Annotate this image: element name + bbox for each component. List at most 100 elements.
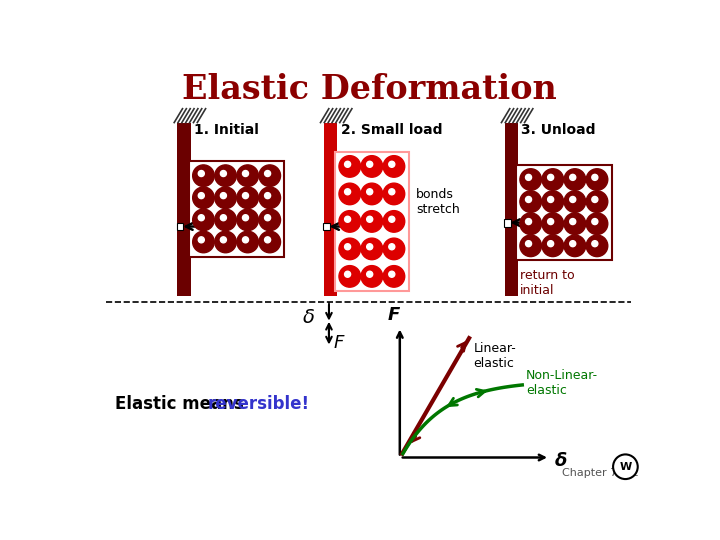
- Text: 2. Small load: 2. Small load: [341, 123, 442, 137]
- Circle shape: [526, 219, 531, 225]
- Circle shape: [592, 241, 598, 247]
- Circle shape: [361, 183, 382, 205]
- Circle shape: [259, 165, 281, 186]
- Circle shape: [592, 219, 598, 225]
- Circle shape: [542, 213, 564, 234]
- Bar: [323, 123, 338, 296]
- Circle shape: [586, 168, 608, 190]
- Text: Non-Linear-
elastic: Non-Linear- elastic: [526, 369, 598, 397]
- Circle shape: [383, 211, 405, 232]
- Circle shape: [564, 191, 585, 212]
- Bar: [505, 123, 518, 296]
- Circle shape: [383, 156, 405, 177]
- Bar: [504, 219, 510, 226]
- Circle shape: [548, 241, 554, 247]
- Circle shape: [193, 187, 215, 208]
- Circle shape: [215, 231, 236, 253]
- Text: Elastic Deformation: Elastic Deformation: [181, 73, 557, 106]
- Circle shape: [548, 219, 554, 225]
- Circle shape: [215, 187, 236, 208]
- Circle shape: [366, 161, 373, 167]
- Circle shape: [570, 219, 576, 225]
- Circle shape: [215, 165, 236, 186]
- Circle shape: [220, 237, 226, 243]
- Bar: [335, 152, 408, 291]
- Bar: [323, 222, 330, 231]
- Circle shape: [345, 189, 351, 195]
- Circle shape: [389, 189, 395, 195]
- Circle shape: [542, 235, 564, 256]
- Circle shape: [339, 156, 361, 177]
- Text: δ: δ: [554, 451, 567, 470]
- Circle shape: [345, 271, 351, 277]
- Circle shape: [366, 244, 373, 250]
- Circle shape: [613, 455, 638, 479]
- Circle shape: [592, 197, 598, 202]
- Circle shape: [259, 209, 281, 231]
- Text: F: F: [333, 334, 344, 352]
- Bar: [176, 222, 184, 231]
- Circle shape: [520, 213, 541, 234]
- Circle shape: [243, 237, 248, 243]
- Circle shape: [264, 237, 271, 243]
- Circle shape: [237, 187, 258, 208]
- Circle shape: [339, 266, 361, 287]
- Circle shape: [586, 235, 608, 256]
- Circle shape: [526, 174, 531, 180]
- Circle shape: [361, 156, 382, 177]
- Circle shape: [220, 193, 226, 199]
- Circle shape: [389, 244, 395, 250]
- Circle shape: [592, 174, 598, 180]
- Circle shape: [548, 174, 554, 180]
- Circle shape: [570, 174, 576, 180]
- Circle shape: [564, 235, 585, 256]
- Circle shape: [548, 197, 554, 202]
- Circle shape: [345, 161, 351, 167]
- Circle shape: [526, 241, 531, 247]
- Circle shape: [361, 211, 382, 232]
- Circle shape: [383, 266, 405, 287]
- Circle shape: [339, 183, 361, 205]
- Circle shape: [389, 271, 395, 277]
- Circle shape: [586, 213, 608, 234]
- Circle shape: [389, 161, 395, 167]
- Circle shape: [193, 165, 215, 186]
- Text: Linear-
elastic: Linear- elastic: [474, 342, 516, 370]
- Circle shape: [264, 171, 271, 177]
- Circle shape: [243, 215, 248, 221]
- Circle shape: [215, 209, 236, 231]
- Circle shape: [564, 168, 585, 190]
- Text: δ: δ: [303, 308, 315, 327]
- Text: W: W: [619, 462, 631, 472]
- Circle shape: [237, 165, 258, 186]
- Circle shape: [264, 215, 271, 221]
- Circle shape: [198, 171, 204, 177]
- Circle shape: [520, 235, 541, 256]
- Circle shape: [339, 211, 361, 232]
- Circle shape: [361, 238, 382, 260]
- Circle shape: [259, 187, 281, 208]
- Circle shape: [366, 216, 373, 222]
- Circle shape: [526, 197, 531, 202]
- Circle shape: [345, 244, 351, 250]
- Circle shape: [243, 171, 248, 177]
- Circle shape: [264, 193, 271, 199]
- Circle shape: [383, 238, 405, 260]
- Text: return to
initial: return to initial: [520, 269, 575, 297]
- Text: bonds
stretch: bonds stretch: [416, 188, 460, 216]
- Circle shape: [542, 168, 564, 190]
- Circle shape: [389, 216, 395, 222]
- Circle shape: [586, 191, 608, 212]
- Circle shape: [520, 191, 541, 212]
- Circle shape: [366, 271, 373, 277]
- Circle shape: [220, 215, 226, 221]
- Circle shape: [345, 216, 351, 222]
- Circle shape: [220, 171, 226, 177]
- Circle shape: [198, 215, 204, 221]
- Circle shape: [198, 193, 204, 199]
- Text: 1. Initial: 1. Initial: [194, 123, 259, 137]
- Circle shape: [542, 191, 564, 212]
- Bar: [177, 123, 191, 296]
- Circle shape: [564, 213, 585, 234]
- Text: F: F: [387, 306, 400, 323]
